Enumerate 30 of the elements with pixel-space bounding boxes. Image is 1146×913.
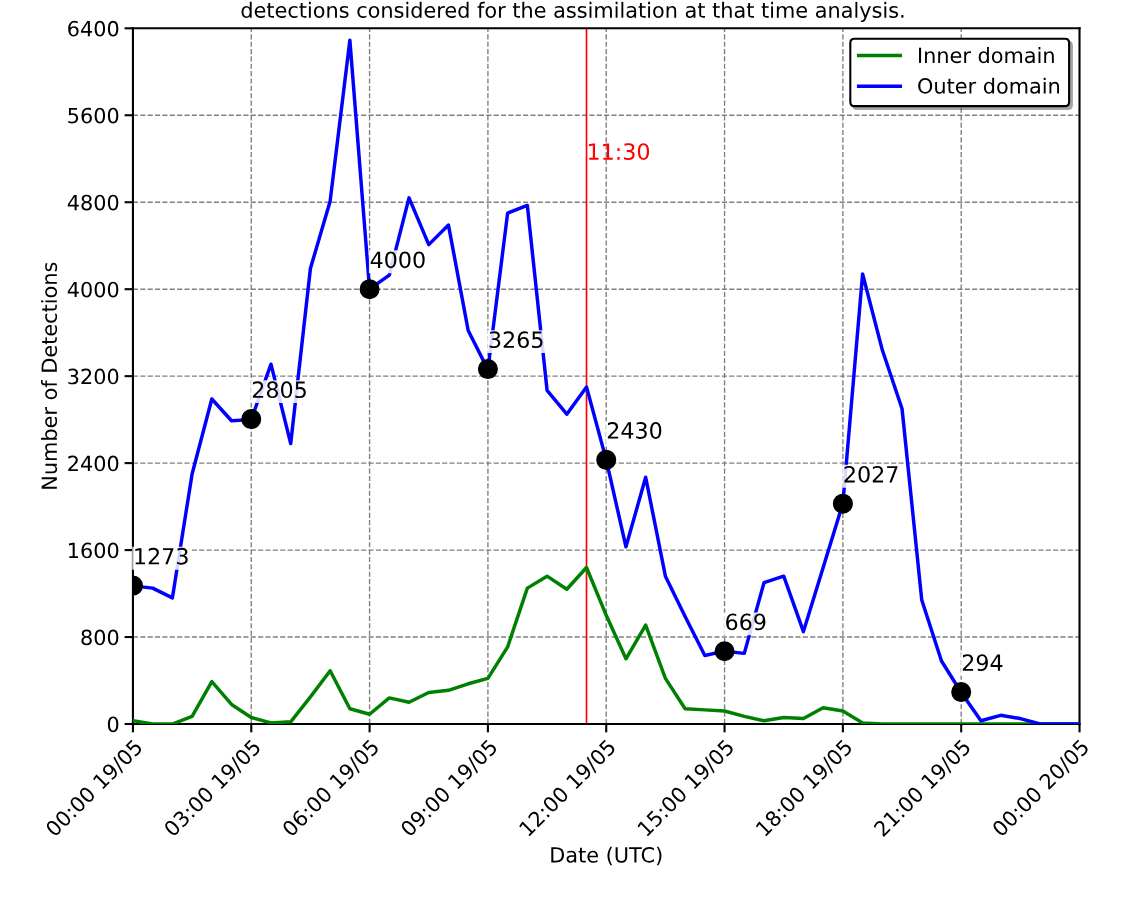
- y-tick-label: 2400: [68, 455, 119, 472]
- legend-label: Inner domain: [919, 47, 1054, 64]
- data-label: 4000: [370, 251, 425, 269]
- point: [714, 641, 735, 662]
- data-label: 294: [962, 654, 1003, 672]
- x-axis-title: Date (UTC): [551, 846, 662, 866]
- data-label: 3265: [489, 331, 543, 349]
- y-tick-label: 3200: [68, 368, 119, 385]
- data-label: 669: [726, 613, 766, 631]
- point: [241, 409, 262, 430]
- y-tick-label: 0: [107, 716, 119, 733]
- ref-line-label: 11:30: [588, 143, 650, 160]
- y-axis-title: Number of Detections: [41, 262, 58, 489]
- y-tick-label: 1600: [69, 542, 119, 559]
- y-tick-label: 5600: [68, 107, 119, 124]
- data-label: 1273: [135, 547, 188, 565]
- y-tick-label: 6400: [68, 20, 119, 37]
- y-tick-label: 4000: [67, 281, 119, 298]
- data-label: 2027: [844, 465, 898, 483]
- data-label: 2430: [607, 422, 662, 439]
- point: [596, 449, 617, 470]
- point: [477, 359, 498, 380]
- legend-label: Outer domain: [918, 77, 1060, 94]
- y-tick-label: 800: [81, 629, 119, 646]
- point: [359, 279, 380, 300]
- point: [832, 493, 853, 514]
- data-label: 2805: [252, 381, 306, 399]
- text: detections considered for the assimilation at that time analysis.: [241, 1, 904, 22]
- y-tick-label: 4800: [67, 194, 119, 211]
- point: [951, 682, 972, 703]
